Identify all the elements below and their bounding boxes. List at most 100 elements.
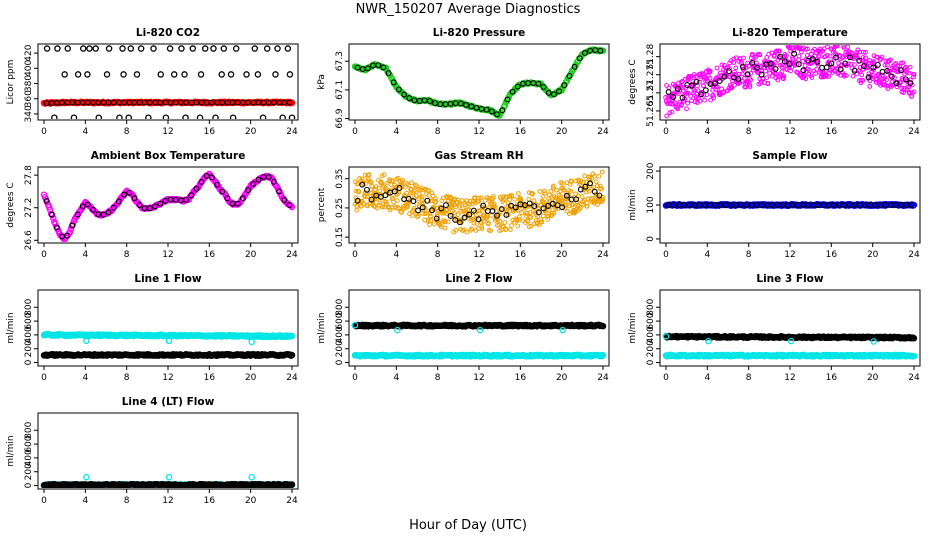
data-point [553, 187, 559, 193]
panel-title: Li-820 CO2 [136, 27, 200, 39]
data-point [701, 83, 706, 89]
data-point [542, 191, 548, 196]
data-point [702, 97, 707, 103]
data-point [95, 114, 103, 119]
y-tick-label: 600 [335, 312, 345, 329]
panel-title: Line 2 Flow [445, 273, 512, 285]
data-point [749, 52, 755, 58]
data-point [386, 205, 392, 210]
x-tick-label: 0 [352, 373, 358, 383]
average-point [781, 58, 788, 65]
data-point [512, 196, 518, 202]
data-point [733, 65, 739, 71]
data-point [573, 178, 579, 184]
average-point [470, 207, 477, 214]
x-tick-label: 24 [597, 127, 609, 137]
data-point [727, 66, 732, 71]
average-point [105, 209, 112, 216]
y-tick-label: 0 [24, 359, 34, 365]
x-tick-label: 24 [286, 250, 298, 260]
data-point [414, 183, 419, 189]
data-point [120, 71, 127, 78]
average-point [786, 61, 793, 67]
data-point [534, 221, 540, 227]
data-point [538, 203, 543, 208]
data-point [279, 114, 286, 119]
average-point [136, 202, 143, 208]
data-point [442, 225, 448, 231]
average-point [561, 82, 568, 89]
average-point [846, 54, 853, 61]
series-0 [662, 200, 918, 210]
average-point [43, 197, 50, 204]
data-point [477, 208, 483, 213]
data-point [550, 185, 556, 191]
average-point [884, 67, 891, 74]
data-point [288, 99, 296, 107]
y-tick-label: 800 [24, 298, 34, 315]
data-point [376, 185, 382, 191]
average-point [865, 74, 872, 81]
data-point [229, 114, 237, 119]
data-point [432, 221, 437, 227]
average-point [461, 214, 468, 221]
data-point [675, 106, 681, 112]
average-point [419, 204, 426, 211]
data-point [714, 65, 720, 71]
x-tick-label: 4 [393, 373, 399, 383]
average-point [540, 84, 547, 90]
average-point [188, 192, 195, 199]
average-point [716, 78, 723, 85]
x-tick-label: 0 [352, 250, 358, 260]
y-tick-label: 51.28 [646, 44, 656, 70]
x-tick-label: 8 [124, 250, 130, 260]
average-point [410, 198, 417, 205]
data-point [478, 195, 484, 201]
data-point [775, 77, 781, 83]
data-point [127, 45, 135, 52]
data-point [879, 54, 885, 60]
data-point [676, 80, 681, 86]
y-tick-label: 27.8 [24, 165, 34, 185]
average-point [193, 185, 200, 192]
data-point [732, 69, 737, 75]
data-point [515, 223, 521, 229]
data-point [858, 77, 864, 83]
data-point [783, 57, 789, 63]
data-point [584, 200, 590, 206]
data-point [484, 214, 490, 220]
y-tick-label: 600 [24, 312, 34, 329]
data-point [818, 48, 823, 54]
data-point [366, 172, 372, 178]
data-point [845, 61, 851, 67]
data-point [411, 205, 417, 211]
x-tick-label: 16 [515, 250, 527, 260]
y-axis-label: ml/min [628, 312, 638, 343]
average-point [800, 67, 807, 74]
data-point [433, 198, 439, 204]
average-point [208, 174, 215, 181]
average-point [255, 176, 262, 183]
data-point [802, 63, 808, 68]
data-point [502, 220, 508, 225]
data-point [910, 352, 918, 360]
data-point [786, 45, 792, 48]
y-axis-label: degrees C [628, 59, 638, 104]
data-point [157, 71, 165, 78]
data-point [747, 82, 753, 88]
data-point [539, 219, 545, 225]
x-tick-label: 8 [746, 250, 752, 260]
data-point [900, 60, 906, 66]
data-point [538, 217, 544, 222]
data-point [595, 351, 603, 359]
average-point [214, 181, 221, 188]
data-point [698, 76, 703, 82]
average-point [693, 78, 700, 85]
data-point [428, 218, 434, 224]
average-point [535, 209, 542, 216]
average-point [907, 80, 914, 86]
data-point [688, 93, 694, 99]
y-axis-label: ml/min [6, 435, 16, 466]
x-tick-label: 24 [286, 496, 298, 506]
